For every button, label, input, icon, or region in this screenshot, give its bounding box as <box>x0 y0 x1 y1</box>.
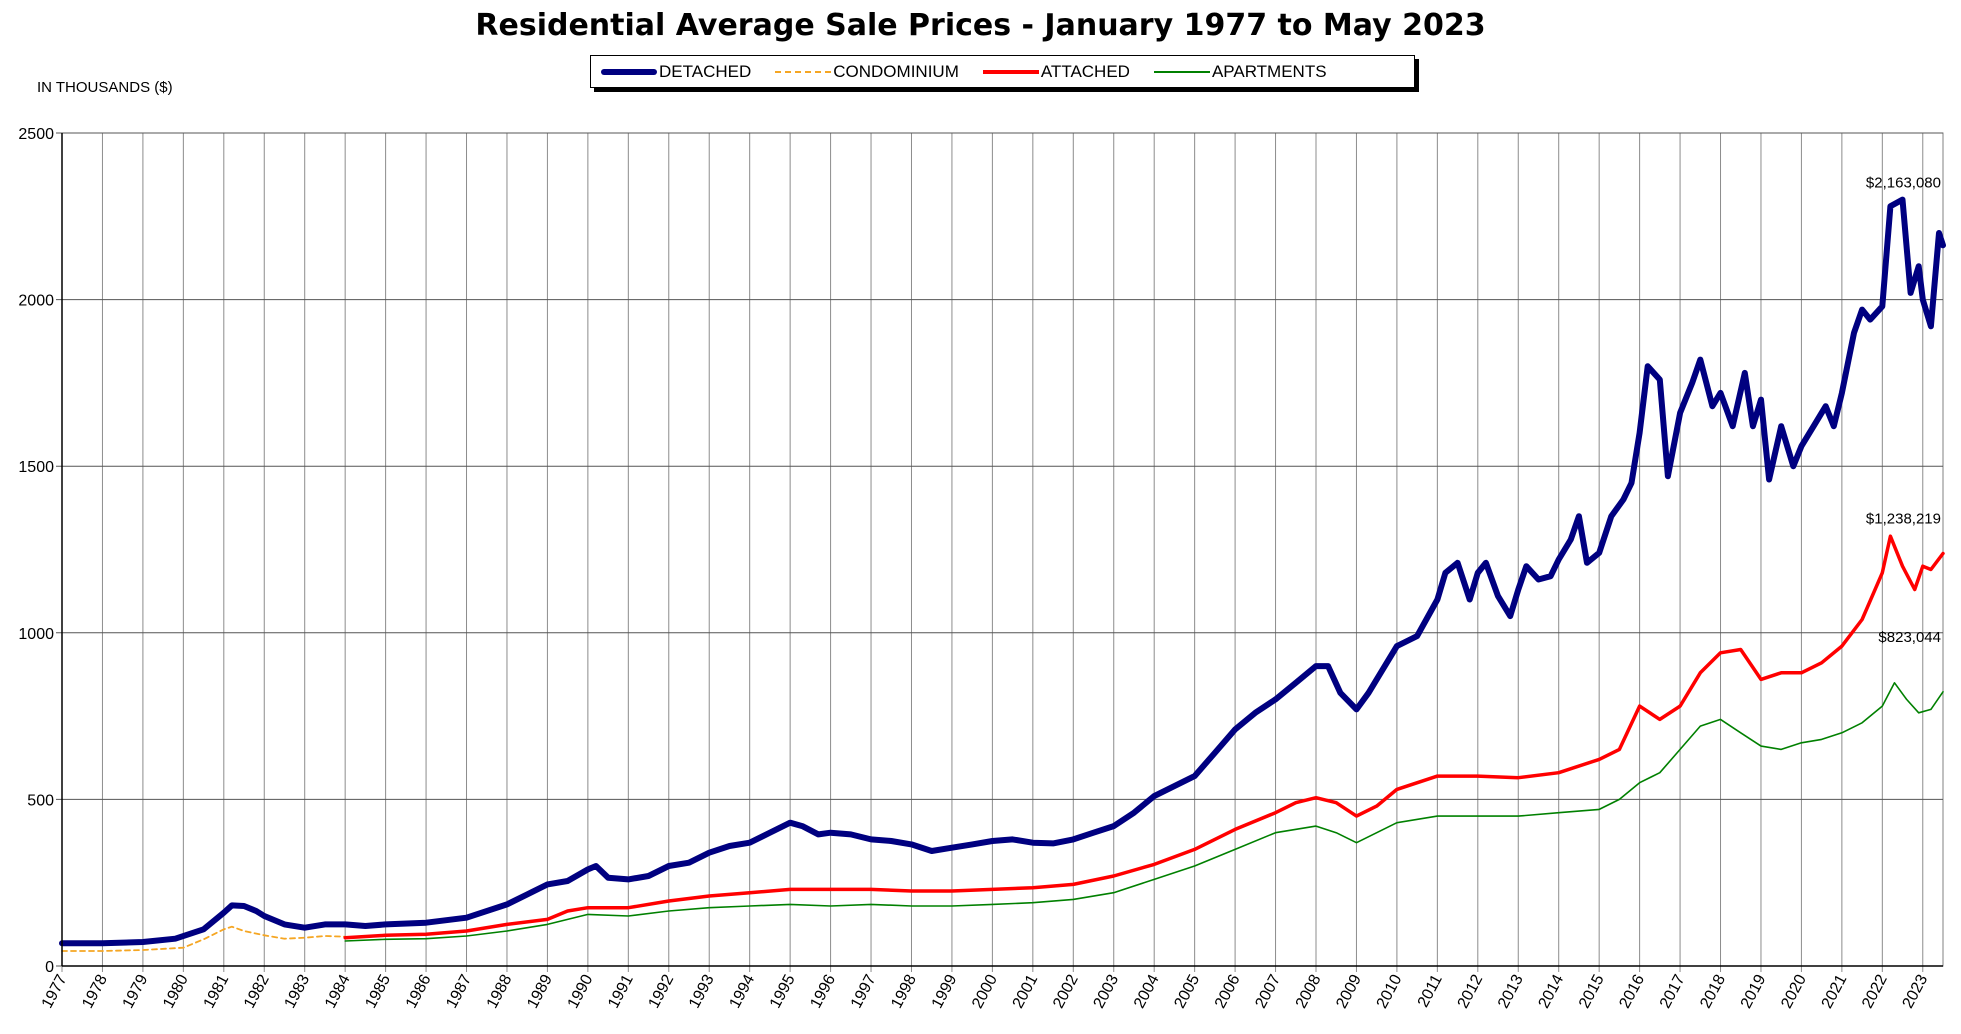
y-tick-label: 2500 <box>18 126 54 143</box>
x-tick-label: 2016 <box>1616 972 1648 1011</box>
x-tick-label: 2023 <box>1900 972 1932 1011</box>
legend-item-apartments: APARTMENTS <box>1153 61 1327 82</box>
x-tick-label: 2001 <box>1010 972 1042 1011</box>
x-tick-label: 2005 <box>1171 972 1203 1011</box>
x-tick-label: 2014 <box>1536 972 1568 1011</box>
x-tick-label: 2020 <box>1778 972 1810 1011</box>
x-tick-label: 1996 <box>807 972 839 1011</box>
y-tick-label: 1500 <box>18 459 54 476</box>
x-tick-label: 2003 <box>1091 972 1123 1011</box>
series-line-apartments <box>344 682 1944 942</box>
x-tick-label: 1981 <box>201 972 233 1011</box>
x-tick-label: 2007 <box>1252 972 1284 1011</box>
plot-area <box>61 132 1944 967</box>
x-tick-label: 1989 <box>524 972 556 1011</box>
legend-item-condominium: CONDOMINIUM <box>775 62 959 82</box>
x-tick-label: 1979 <box>120 972 152 1011</box>
chart-title: Residential Average Sale Prices - Januar… <box>475 8 1486 43</box>
x-tick-label: 2011 <box>1415 972 1446 1010</box>
x-tick-label: 1987 <box>443 972 475 1011</box>
value-annotation-attached: $1,238,219 <box>1866 510 1941 527</box>
legend-swatch-attached <box>982 69 1039 74</box>
y-tick-label: 1000 <box>18 626 54 643</box>
legend: DETACHED CONDOMINIUM ATTACHED APARTMENTS <box>590 55 1415 88</box>
x-tick-label: 1983 <box>282 972 314 1011</box>
series-line-condominium <box>61 925 347 952</box>
legend-item-attached: ATTACHED <box>982 61 1130 82</box>
legend-swatch-condominium <box>775 70 832 73</box>
legend-label-attached: ATTACHED <box>1040 61 1130 81</box>
x-tick-label: 2022 <box>1859 972 1891 1011</box>
x-tick-label: 1993 <box>686 972 718 1011</box>
x-tick-label: 1988 <box>484 972 516 1011</box>
y-tick-label: 500 <box>27 792 54 809</box>
x-tick-label: 1984 <box>322 972 354 1011</box>
legend-swatch-detached <box>601 68 657 75</box>
legend-swatch-apartments <box>1153 70 1210 73</box>
x-tick-label: 1992 <box>646 972 678 1011</box>
legend-label-condominium: CONDOMINIUM <box>833 61 959 81</box>
x-tick-label: 2006 <box>1212 972 1244 1011</box>
y-tick-label: 2000 <box>18 293 54 310</box>
x-tick-label: 1986 <box>403 972 435 1011</box>
x-tick-label: 1995 <box>767 972 799 1011</box>
y-tick-label: 0 <box>45 959 54 976</box>
x-tick-label: 2008 <box>1293 972 1325 1011</box>
x-tick-label: 1980 <box>160 972 192 1011</box>
x-tick-label: 2021 <box>1819 972 1851 1011</box>
x-tick-label: 1985 <box>362 972 394 1011</box>
legend-label-apartments: APARTMENTS <box>1211 61 1327 81</box>
x-tick-label: 1991 <box>605 972 637 1011</box>
x-tick-label: 2015 <box>1576 972 1608 1011</box>
x-tick-label: 2002 <box>1050 972 1082 1011</box>
series-line-attached <box>343 534 1945 940</box>
x-tick-label: 2000 <box>969 972 1001 1011</box>
x-tick-label: 2009 <box>1333 972 1365 1011</box>
x-tick-label: 2012 <box>1455 972 1487 1011</box>
legend-item-detached: DETACHED <box>601 62 751 82</box>
x-tick-label: 1997 <box>848 972 880 1011</box>
x-tick-label: 1999 <box>929 972 961 1011</box>
legend-label-detached: DETACHED <box>659 61 752 81</box>
x-tick-label: 1978 <box>79 972 111 1011</box>
x-tick-label: 2017 <box>1657 972 1689 1011</box>
x-tick-label: 1982 <box>241 972 273 1011</box>
x-tick-label: 1990 <box>565 972 597 1011</box>
value-annotation-detached: $2,163,080 <box>1866 174 1941 191</box>
series-line-detached <box>59 196 1946 947</box>
x-tick-label: 2018 <box>1697 972 1729 1011</box>
x-tick-label: 2013 <box>1495 972 1527 1011</box>
x-tick-label: 2010 <box>1374 972 1406 1011</box>
value-annotation-apartments: $823,044 <box>1878 629 1941 646</box>
x-tick-label: 1994 <box>726 972 758 1011</box>
y-units-label: IN THOUSANDS ($) <box>37 79 173 96</box>
x-tick-label: 2019 <box>1738 972 1770 1011</box>
x-tick-label: 1998 <box>888 972 920 1011</box>
x-tick-label: 2004 <box>1131 972 1163 1011</box>
x-tick-label: 1977 <box>39 972 71 1011</box>
